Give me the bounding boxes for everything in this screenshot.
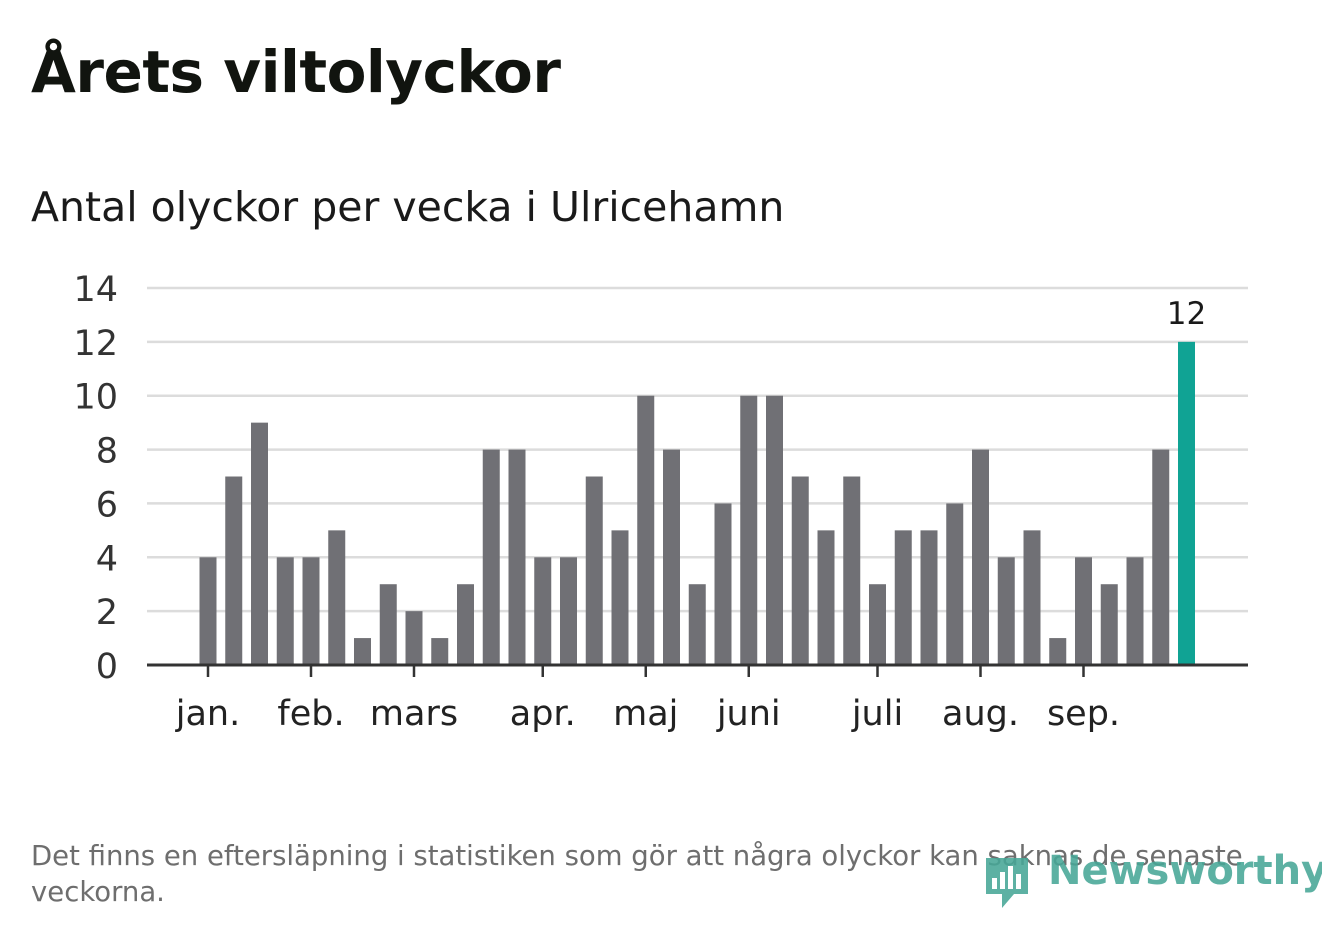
y-tick-label: 4 bbox=[96, 539, 118, 579]
x-axis bbox=[147, 663, 1248, 677]
data-label-last: 12 bbox=[1167, 296, 1206, 332]
x-tick-label: juli bbox=[851, 694, 903, 734]
bar bbox=[611, 530, 629, 665]
bar-highlight bbox=[1178, 341, 1195, 665]
bars bbox=[199, 341, 1195, 665]
x-tick-label: mars bbox=[370, 694, 458, 734]
bar bbox=[276, 557, 294, 665]
bar bbox=[946, 503, 964, 665]
bar bbox=[457, 584, 474, 665]
bar bbox=[997, 557, 1015, 665]
bar bbox=[740, 395, 758, 665]
bar bbox=[225, 476, 243, 665]
bar bbox=[1075, 557, 1092, 665]
bar-chart: 0 2 4 6 8 10 12 14 jan. feb. mars apr. maj juni juli a… bbox=[73, 270, 1248, 734]
bar bbox=[894, 530, 912, 665]
bar bbox=[482, 449, 500, 665]
y-tick-label: 8 bbox=[96, 432, 118, 472]
bar bbox=[1049, 638, 1067, 665]
bar bbox=[508, 449, 526, 665]
y-tick-label: 6 bbox=[96, 485, 118, 525]
y-axis-tick-labels: 0 2 4 6 8 10 12 14 bbox=[73, 270, 118, 687]
bar bbox=[328, 530, 346, 665]
bar bbox=[972, 449, 989, 665]
bar bbox=[431, 638, 449, 665]
chart-title: Årets viltolyckor bbox=[31, 38, 561, 106]
bar bbox=[1152, 449, 1170, 665]
x-axis-month-labels: jan. feb. mars apr. maj juni juli aug. sep. bbox=[175, 694, 1120, 734]
bar bbox=[560, 557, 577, 665]
newsworthy-chart-bubble-icon bbox=[986, 858, 1028, 908]
bar bbox=[534, 557, 552, 665]
x-tick-label: apr. bbox=[510, 694, 576, 734]
bar bbox=[354, 638, 371, 665]
bar bbox=[843, 476, 861, 665]
bar bbox=[869, 584, 886, 665]
bar bbox=[199, 557, 217, 665]
y-tick-label: 0 bbox=[96, 647, 118, 687]
y-tick-label: 12 bbox=[73, 324, 118, 364]
bar bbox=[663, 449, 680, 665]
bar bbox=[405, 611, 423, 665]
x-tick-label: aug. bbox=[942, 694, 1019, 734]
bar bbox=[817, 530, 835, 665]
bar bbox=[1100, 584, 1118, 665]
logo-text: Newsworthy bbox=[1048, 848, 1322, 894]
bar bbox=[766, 395, 783, 665]
data-labels: 12 bbox=[1167, 296, 1206, 332]
bar bbox=[637, 395, 655, 665]
footnote: Det finns en eftersläpning i statistiken… bbox=[31, 840, 1243, 908]
newsworthy-logo: Newsworthy bbox=[978, 846, 1322, 916]
y-tick-label: 10 bbox=[73, 378, 118, 418]
bar bbox=[585, 476, 603, 665]
bar bbox=[714, 503, 732, 665]
x-tick-label: sep. bbox=[1047, 694, 1120, 734]
bar bbox=[791, 476, 809, 665]
bar bbox=[920, 530, 938, 665]
bar bbox=[379, 584, 397, 665]
x-tick-label: feb. bbox=[277, 694, 344, 734]
y-tick-label: 2 bbox=[96, 593, 118, 633]
bar bbox=[302, 557, 320, 665]
y-tick-label: 14 bbox=[73, 270, 118, 310]
chart-subtitle: Antal olyckor per vecka i Ulricehamn bbox=[31, 183, 785, 231]
x-tick-label: maj bbox=[613, 694, 678, 734]
x-tick-label: jan. bbox=[175, 694, 240, 734]
bar bbox=[251, 422, 268, 665]
bar bbox=[1126, 557, 1144, 665]
bar bbox=[1023, 530, 1041, 665]
bar bbox=[688, 584, 706, 665]
x-tick-label: juni bbox=[716, 694, 781, 734]
